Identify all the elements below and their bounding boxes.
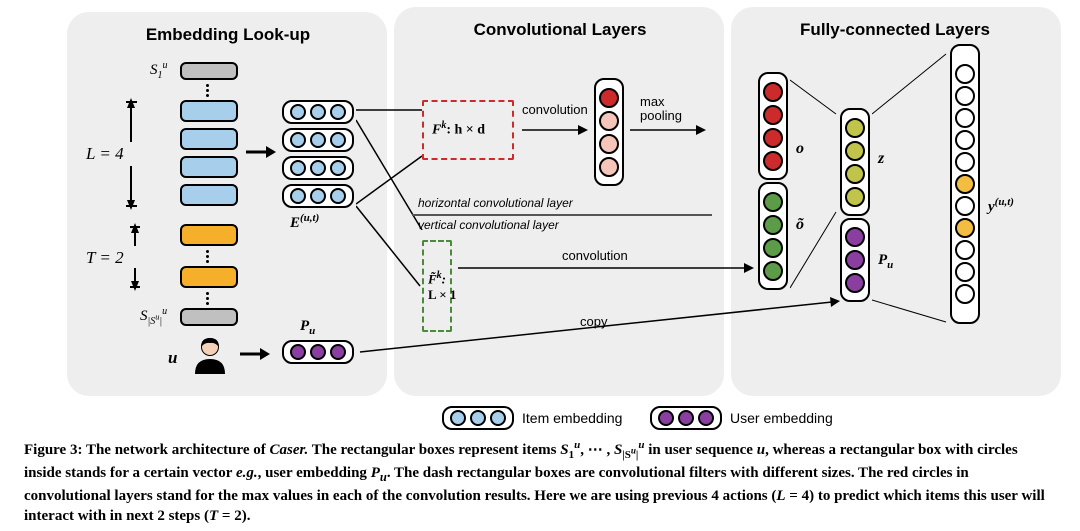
E-row-2 — [282, 128, 354, 152]
E-row-3 — [282, 156, 354, 180]
E-row-4 — [282, 184, 354, 208]
label-T: T = 2 — [86, 248, 124, 268]
label-Pu: Pu — [300, 318, 315, 337]
E-to-Fktilde-line — [356, 200, 422, 290]
label-maxpool: maxpooling — [640, 95, 682, 124]
fc-y — [950, 44, 980, 324]
arrow-user-to-Pu — [238, 344, 270, 364]
user-icon — [190, 334, 230, 374]
label-convolution-h: convolution — [522, 102, 588, 117]
legend-user-box — [650, 406, 722, 430]
dots-mid — [206, 250, 209, 263]
label-Sbot: S|Su|u — [140, 306, 167, 327]
dots-bot — [206, 292, 209, 305]
arrow-conv-h — [520, 120, 590, 140]
seq-slot-bot — [180, 308, 238, 326]
conv-result — [594, 78, 624, 186]
seq-slot-L2 — [180, 128, 238, 150]
fc-lines-2 — [872, 50, 948, 330]
title-conv: Convolutional Layers — [440, 20, 680, 40]
label-L: L = 4 — [86, 144, 124, 164]
label-vconv: vertical convolutional layer — [418, 218, 559, 232]
title-embedding: Embedding Look-up — [118, 25, 338, 45]
label-S1: S1u — [150, 60, 168, 81]
title-fc: Fully-connected Layers — [770, 20, 1020, 40]
seq-slot-L4 — [180, 184, 238, 206]
label-Fk: Fk: h × d — [432, 120, 485, 139]
seq-slot-top — [180, 62, 238, 80]
label-convolution-v: convolution — [562, 248, 628, 263]
Pu-box — [282, 340, 354, 364]
fc-lines-1 — [790, 76, 838, 294]
label-hconv: horizontal convolutional layer — [418, 196, 573, 210]
legend-user-label: User embedding — [730, 410, 833, 426]
fc-z — [840, 108, 870, 216]
seq-slot-L3 — [180, 156, 238, 178]
fc-o — [758, 72, 788, 180]
seq-slot-T2 — [180, 266, 238, 288]
legend-item-box — [442, 406, 514, 430]
label-y: y(u,t) — [988, 196, 1014, 216]
seq-slot-L1 — [180, 100, 238, 122]
divider-line — [412, 214, 712, 216]
label-E: E(u,t) — [290, 212, 319, 232]
fc-otilde — [758, 182, 788, 290]
figure-caption: Figure 3: The network architecture of Ca… — [24, 438, 1056, 526]
arrow-seq-to-E — [244, 142, 276, 162]
dots-top — [206, 84, 209, 97]
legend-item-label: Item embedding — [522, 410, 622, 426]
seq-slot-T1 — [180, 224, 238, 246]
E-row-1 — [282, 100, 354, 124]
fc-Pu — [840, 218, 870, 302]
label-u: u — [168, 348, 177, 368]
label-copy: copy — [580, 314, 607, 329]
